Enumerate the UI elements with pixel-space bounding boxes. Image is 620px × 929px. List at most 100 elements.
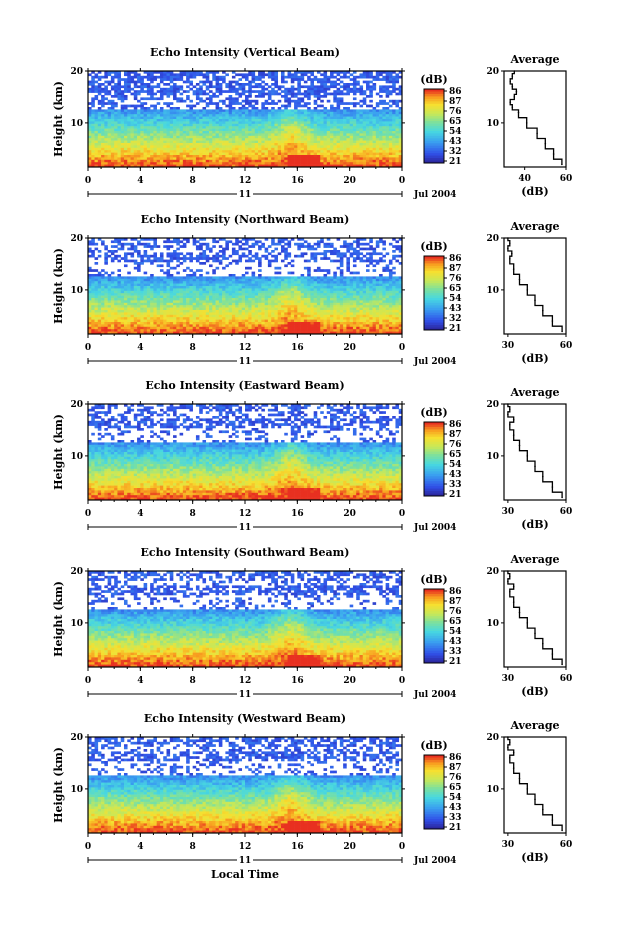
heatmap-cell [156,83,161,86]
heatmap-cell [254,114,259,117]
heatmap-cell [323,128,328,132]
heatmap-cell [215,145,220,149]
heatmap-cell [137,111,141,115]
heatmap-cell [375,240,380,244]
heatmap-cell [189,276,193,280]
heatmap-cell [130,109,135,113]
heatmap-cell [215,150,220,153]
heatmap-cell [336,155,341,158]
heatmap-cell [241,111,246,115]
heatmap-cell [310,73,314,77]
heatmap-cell [110,133,115,137]
heatmap-cell [222,119,226,122]
heatmap-cell [297,114,301,117]
heatmap-cell [117,83,122,86]
heatmap-cell [307,293,311,296]
heatmap-cell [254,252,259,256]
heatmap-cell [123,264,128,268]
heatmap-cell [97,295,102,299]
heatmap-cell [218,138,223,141]
heatmap-cell [88,152,92,156]
heatmap-cell [97,162,102,165]
heatmap-cell [261,75,265,79]
heatmap-cell [395,119,400,122]
heatmap-cell [179,97,184,101]
heatmap-cell [202,90,207,93]
heatmap-cell [182,111,187,115]
heatmap-cell [97,283,102,287]
heatmap-cell [209,257,213,260]
heatmap-cell [133,298,138,301]
heatmap-cell [88,242,92,246]
heatmap-cell [382,143,386,146]
heatmap-cell [97,281,102,284]
heatmap-cell [303,245,308,248]
heatmap-cell [290,283,295,287]
heatmap-cell [195,73,200,77]
heatmap-cell [330,159,334,163]
heatmap-cell [307,159,311,163]
heatmap-cell [215,71,220,74]
heatmap-cell [195,131,200,134]
heatmap-cell [277,155,282,158]
heatmap-cell [290,298,295,301]
heatmap-cell [316,95,321,98]
heatmap-cell [205,121,210,125]
heatmap-cell [310,138,314,141]
heatmap-cell [117,155,122,158]
heatmap-cell [189,121,193,125]
heatmap-cell [290,87,295,91]
heatmap-cell [362,80,367,84]
heatmap-cell [369,288,373,292]
heatmap-cell [225,135,229,139]
heatmap-cell [316,145,321,149]
heatmap-cell [166,133,171,137]
heatmap-cell [267,276,272,280]
heatmap-cell [88,109,92,113]
heatmap-cell [173,300,177,304]
heatmap-cell [137,252,141,256]
heatmap-cell [297,90,301,93]
heatmap-cell [280,286,285,289]
heatmap-cell [182,295,187,299]
heatmap-cell [303,157,308,161]
heatmap-cell [114,109,118,113]
heatmap-cell [343,286,347,289]
heatmap-cell [123,80,128,84]
day-label: 11 [239,190,252,200]
heatmap-cell [280,85,285,89]
heatmap-cell [104,278,108,282]
heatmap-cell [261,85,265,89]
heatmap-cell [176,257,180,260]
heatmap-cell [228,157,233,161]
heatmap-cell [228,80,233,84]
heatmap-cell [251,281,256,284]
heatmap-cell [277,266,282,270]
heatmap-cell [251,150,256,153]
heatmap-cell [127,159,131,163]
heatmap-cell [320,290,324,294]
heatmap-cell [104,71,108,74]
heatmap-cell [205,290,210,294]
heatmap-cell [251,123,256,127]
heatmap-cell [271,147,275,151]
heatmap-cell [313,92,318,96]
heatmap-cell [114,288,118,292]
heatmap-cell [192,155,197,158]
colorbar-tick-label: 21 [449,157,462,167]
heatmap-cell [225,155,229,158]
heatmap-cell [264,155,269,158]
heatmap-cell [195,140,200,144]
heatmap-cell [245,300,249,304]
heatmap-cell [366,145,370,149]
heatmap-cell [297,164,301,168]
heatmap-cell [238,143,243,146]
heatmap-cell [359,131,364,134]
heatmap-cell [290,157,295,161]
heatmap-cell [352,288,357,292]
heatmap-cell [169,281,174,284]
heatmap-cell [392,128,396,132]
heatmap-cell [146,114,151,117]
heatmap-cell [287,283,292,287]
heatmap-cell [179,257,184,260]
